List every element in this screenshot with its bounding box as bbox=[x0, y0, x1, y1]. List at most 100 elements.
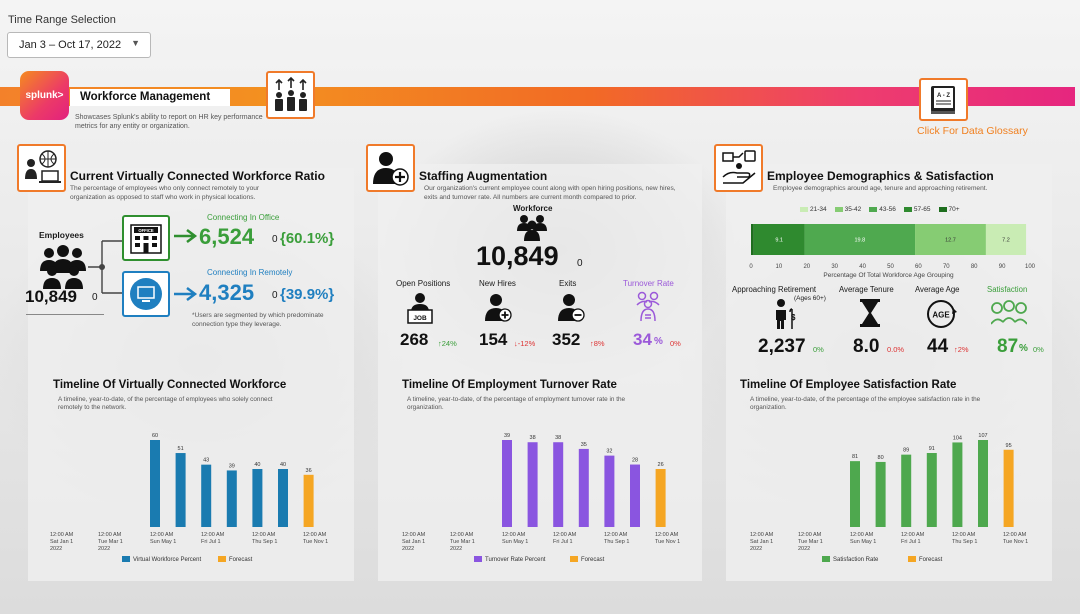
timeline-turnover-chart: 39 38 38 35 32 28 26 12:00 AM Sat Jan 1 2022 12:00… bbox=[402, 433, 680, 563]
timeline-turnover-desc: A timeline, year-to-date, of the percent… bbox=[407, 396, 626, 411]
kpi-exits-delta: ↑8% bbox=[590, 339, 605, 348]
age-bar-label: 12.7 bbox=[945, 238, 956, 244]
kpi-exits-label: Exits bbox=[559, 279, 577, 288]
turnover-group-icon bbox=[635, 291, 661, 328]
satisfaction-people-icon bbox=[990, 300, 1028, 331]
staffing-panel bbox=[378, 164, 702, 581]
retirement-cane-icon: $ bbox=[771, 298, 797, 335]
timeline-bar bbox=[502, 440, 512, 527]
timeline-bar bbox=[175, 453, 186, 527]
office-label: Connecting In Office bbox=[207, 213, 280, 222]
timeline-bar bbox=[553, 442, 564, 527]
age-bar-label: 19.8 bbox=[854, 238, 865, 244]
age-legend-label: 57-65 bbox=[913, 206, 931, 213]
office-value: 6,524 bbox=[199, 224, 255, 249]
remote-value: 4,325 bbox=[199, 280, 255, 305]
staffing-title: Staffing Augmentation bbox=[419, 169, 548, 183]
job-seeker-icon: JOB bbox=[405, 292, 435, 329]
kpi-new-hires-value: 154 bbox=[479, 330, 508, 349]
glossary-book-icon[interactable]: A - Z bbox=[919, 78, 968, 121]
svg-text:AGE: AGE bbox=[932, 311, 950, 320]
timeline-bar-label: 89 bbox=[903, 448, 909, 454]
virtual-title: Current Virtually Connected Workforce Ra… bbox=[70, 169, 325, 183]
timeline-bar-label: 91 bbox=[929, 446, 935, 452]
timeline-bar-label: 35 bbox=[581, 442, 587, 448]
timeline-axis-tick: 12:00 AM Sat Jan 1 2022 bbox=[402, 532, 426, 552]
age-axis-tick: 10 bbox=[776, 264, 783, 270]
new-hire-icon bbox=[484, 293, 512, 328]
timeline-legend-swatch bbox=[474, 556, 482, 562]
age-bar-segment bbox=[915, 224, 986, 255]
kpi-retirement-label: Approaching Retirement bbox=[732, 285, 817, 294]
app-subtitle: Showcases Splunk's ability to report on … bbox=[75, 114, 263, 130]
add-user-icon bbox=[366, 144, 415, 192]
timeline-axis-tick: 12:00 AM Sat Jan 1 2022 bbox=[50, 532, 74, 552]
timeline-legend-label: Forecast bbox=[229, 557, 253, 563]
timeline-bar-label: 40 bbox=[280, 462, 286, 468]
timeline-axis-tick: 12:00 AM Tue Mar 1 2022 bbox=[798, 532, 823, 552]
age-bar-label: 7.2 bbox=[1002, 238, 1010, 244]
timeline-virtual-desc: A timeline, year-to-date, of the percent… bbox=[58, 396, 273, 411]
age-legend-item: 21-34 bbox=[800, 206, 827, 213]
connector-lines bbox=[88, 240, 122, 294]
age-axis-tick: 40 bbox=[859, 264, 866, 270]
timeline-bar-label: 38 bbox=[555, 435, 561, 441]
arrow-right-icon bbox=[174, 287, 198, 301]
kpi-turnover-delta: 0% bbox=[670, 339, 681, 348]
age-bar-label: 9.1 bbox=[775, 238, 783, 244]
timeline-axis-tick: 12:00 AM Thu Sep 1 bbox=[952, 532, 977, 545]
demographics-title: Employee Demographics & Satisfaction bbox=[767, 169, 994, 183]
office-sign-text: OFFICE bbox=[138, 228, 154, 233]
kpi-retirement-value: 2,237 bbox=[758, 336, 806, 357]
workforce-value: 10,849 bbox=[476, 241, 559, 271]
timeline-bar-label: 81 bbox=[852, 454, 858, 460]
kpi-satisfaction-delta: 0% bbox=[1033, 345, 1044, 354]
glossary-icon-text: A - Z bbox=[936, 93, 949, 99]
app-title: Workforce Management bbox=[80, 91, 211, 103]
timeline-axis-tick: 12:00 AM Fri Jul 1 bbox=[201, 532, 225, 545]
staffing-desc: Our organization's current employee coun… bbox=[424, 185, 676, 201]
age-bar-segment bbox=[751, 224, 754, 255]
timeline-virtual-chart: 60 51 43 39 40 40 36 12:00 AM Sat Jan 1 2022 12:00… bbox=[50, 433, 328, 563]
timeline-bar-label: 43 bbox=[203, 458, 209, 464]
timeline-bar-label: 60 bbox=[152, 433, 158, 439]
age-axis-tick: 90 bbox=[999, 264, 1006, 270]
arrow-right-icon bbox=[174, 229, 198, 243]
timeline-legend-label: Virtual Workforce Percent bbox=[133, 557, 201, 563]
time-range-label: Time Range Selection bbox=[8, 14, 116, 26]
timeline-bar bbox=[655, 469, 666, 527]
timeline-axis-tick: 12:00 AM Tue Mar 1 2022 bbox=[98, 532, 123, 552]
timeline-bar bbox=[850, 461, 860, 527]
timeline-bar bbox=[604, 455, 615, 527]
divider bbox=[26, 314, 104, 315]
data-glossary-link[interactable]: Click For Data Glossary bbox=[917, 125, 1028, 137]
kpi-satisfaction-unit: % bbox=[1019, 343, 1028, 354]
timeline-bar bbox=[926, 453, 937, 527]
timeline-axis-tick: 12:00 AM Tue Nov 1 bbox=[655, 532, 680, 545]
kpi-open-positions-label: Open Positions bbox=[396, 279, 451, 288]
timeline-legend-label: Forecast bbox=[919, 557, 943, 563]
age-axis-tick: 60 bbox=[915, 264, 922, 270]
timeline-legend-label: Satisfaction Rate bbox=[833, 557, 879, 563]
svg-text:$: $ bbox=[791, 313, 796, 322]
age-legend-label: 43-56 bbox=[879, 206, 896, 213]
timeline-bar bbox=[303, 474, 314, 527]
timeline-axis-tick: 12:00 AM Tue Nov 1 bbox=[1003, 532, 1028, 545]
employees-value: 10,849 bbox=[25, 287, 77, 306]
age-legend-label: 21-34 bbox=[810, 206, 827, 213]
remote-network-icon bbox=[17, 144, 66, 192]
kpi-open-positions-delta: ↑24% bbox=[438, 339, 457, 348]
timeline-bar bbox=[578, 448, 589, 527]
timeline-bar-label: 80 bbox=[878, 455, 884, 461]
time-range-dropdown[interactable]: Jan 3 – Oct 17, 2022 ▼ bbox=[7, 32, 151, 58]
timeline-satisfaction-title: Timeline Of Employee Satisfaction Rate bbox=[740, 379, 957, 391]
timeline-bar-label: 51 bbox=[178, 446, 184, 452]
svg-text:JOB: JOB bbox=[413, 315, 427, 322]
workforce-label: Workforce bbox=[513, 204, 553, 213]
employees-label: Employees bbox=[39, 230, 84, 240]
kpi-tenure-label: Average Tenure bbox=[839, 285, 894, 294]
remote-pct: {39.9%} bbox=[280, 286, 335, 303]
segment-note: *Users are segmented by which predominat… bbox=[192, 312, 324, 328]
timeline-axis-tick: 12:00 AM Thu Sep 1 bbox=[252, 532, 277, 545]
kpi-new-hires-delta: ↓-12% bbox=[514, 339, 536, 348]
